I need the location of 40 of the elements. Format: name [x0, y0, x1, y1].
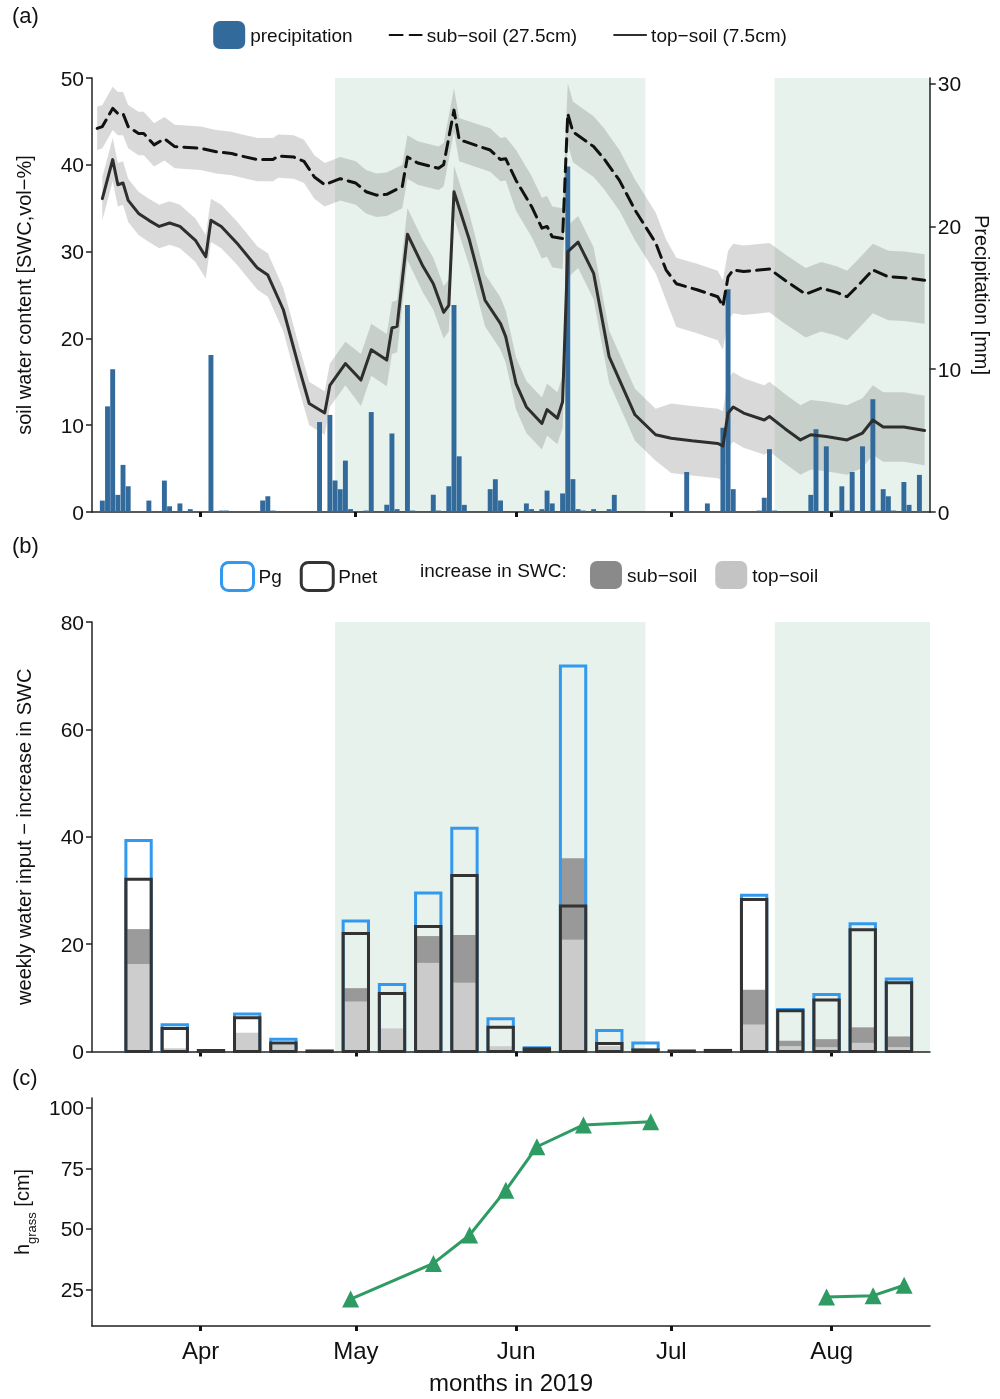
text: (c)	[12, 1064, 38, 1090]
x-tick-label: Aug	[810, 1336, 854, 1364]
y-tick-label: 0	[72, 1040, 84, 1063]
legend-label: top−soil (7.5cm)	[651, 24, 787, 46]
y-axis-title: hgrass [cm]	[11, 1168, 40, 1256]
y-tick-label: 75	[60, 1156, 84, 1180]
y-axis-title: weekly water input − increase in SWC	[13, 668, 35, 1006]
y-tick-label: 0	[72, 500, 84, 524]
y2-tick-label: 20	[937, 214, 962, 238]
y-axis-title: soil water content [SWC,vol−%]	[13, 155, 35, 435]
legend-title: increase in SWC:	[420, 560, 567, 581]
y-tick-label: 40	[60, 825, 84, 849]
legend-label: Pnet	[338, 566, 379, 587]
y2-tick-label: 10	[937, 357, 962, 381]
y-tick-label: 100	[48, 1096, 84, 1120]
legend-label: Pg	[258, 566, 282, 587]
text: (b)	[12, 532, 39, 558]
y2-tick-label: 30	[937, 72, 962, 96]
y-tick-label: 40	[60, 153, 84, 177]
legend-label: sub−soil	[627, 564, 698, 586]
y-tick-label: 60	[60, 717, 84, 741]
y-tick-label: 30	[60, 240, 84, 264]
text: (a)	[12, 2, 39, 28]
y-tick-label: 25	[60, 1278, 84, 1302]
y2-axis-title: Precipitation [mm]	[971, 214, 993, 376]
y-tick-label: 50	[60, 66, 84, 90]
x-tick-label: Jul	[656, 1336, 687, 1364]
y-tick-label: 20	[60, 326, 84, 350]
legend-label: precipitation	[250, 24, 353, 46]
y-tick-label: 50	[60, 1217, 84, 1241]
y-tick-label: 10	[60, 413, 84, 437]
legend-label: sub−soil (27.5cm)	[426, 24, 578, 46]
x-tick-label: Jun	[496, 1336, 536, 1364]
x-tick-label: May	[333, 1336, 379, 1364]
y-tick-label: 20	[60, 932, 84, 956]
y2-tick-label: 0	[937, 500, 950, 524]
legend-label: top−soil	[752, 564, 819, 586]
y-tick-label: 80	[60, 610, 84, 634]
x-axis-title: months in 2019	[428, 1368, 594, 1396]
x-tick-label: Apr	[181, 1336, 220, 1364]
